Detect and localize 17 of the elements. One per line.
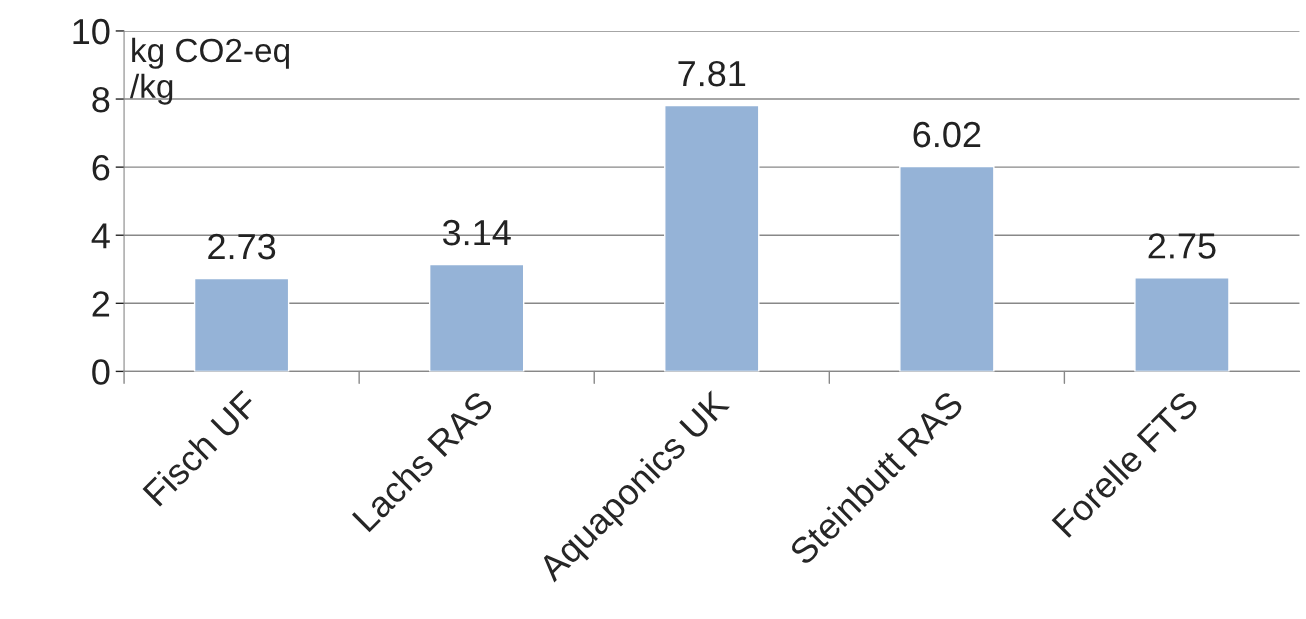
- bar: [193, 277, 290, 372]
- y-tick-label: 8: [92, 86, 110, 113]
- bar: [899, 165, 995, 372]
- bar: [428, 263, 525, 372]
- annotation: kg CO2-eq /kg: [129, 37, 289, 105]
- data-label: 7.81: [678, 60, 746, 87]
- data-label: 2.75: [1148, 233, 1216, 259]
- y-tick-label: 10: [73, 18, 110, 45]
- bar: [664, 104, 760, 372]
- y-tick-label: 0: [92, 359, 110, 385]
- data-label: 2.73: [208, 233, 276, 260]
- bar: [1134, 277, 1230, 372]
- y-tick-label: 2: [92, 291, 110, 317]
- data-label: 6.02: [913, 121, 981, 148]
- y-tick-label: 6: [92, 155, 110, 181]
- y-tick-label: 4: [91, 223, 110, 249]
- data-label: 3.14: [442, 219, 511, 246]
